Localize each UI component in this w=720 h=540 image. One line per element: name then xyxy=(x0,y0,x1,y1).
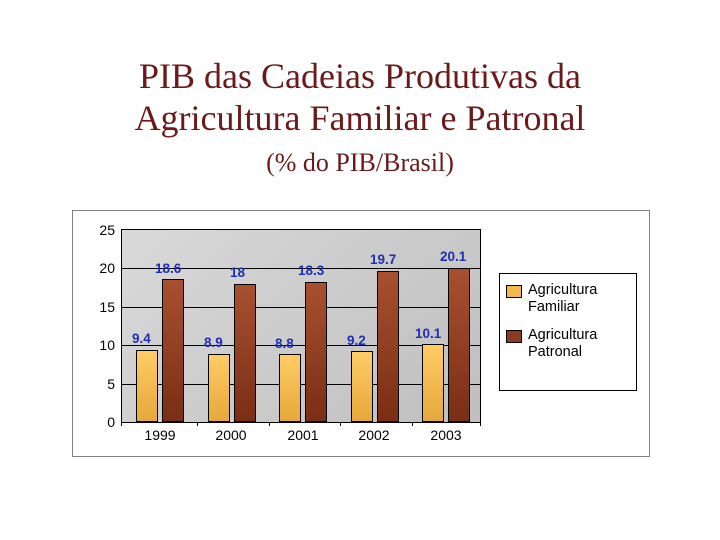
xtickmark xyxy=(340,422,341,426)
xtick-4: 2003 xyxy=(416,427,476,443)
xtick-0: 1999 xyxy=(130,427,190,443)
slide-subtitle: (% do PIB/Brasil) xyxy=(0,148,720,178)
chart-frame: 0 5 10 15 20 25 9.4 18.6 8.9 18 8.8 1 xyxy=(72,210,650,457)
value-label: 18.6 xyxy=(155,261,181,276)
value-label: 20.1 xyxy=(440,249,466,264)
bar-familiar-2000 xyxy=(208,354,230,422)
value-label: 8.9 xyxy=(204,335,223,350)
xtickmark xyxy=(197,422,198,426)
value-label: 9.4 xyxy=(132,331,151,346)
bar-familiar-2001 xyxy=(279,354,301,422)
bar-patronal-2002 xyxy=(377,271,399,422)
ytick-2: 10 xyxy=(75,337,115,353)
bar-patronal-1999 xyxy=(162,279,184,422)
legend-label-patronal: Agricultura Patronal xyxy=(528,327,630,360)
bar-familiar-1999 xyxy=(136,350,158,422)
legend-label-familiar: Agricultura Familiar xyxy=(528,282,630,315)
bar-familiar-2003 xyxy=(422,344,444,422)
xtickmark xyxy=(412,422,413,426)
bar-familiar-2002 xyxy=(351,351,373,422)
plot-area: 9.4 18.6 8.9 18 8.8 18.3 9.2 19.7 10.1 2… xyxy=(121,229,481,423)
xtick-2: 2001 xyxy=(273,427,333,443)
value-label: 10.1 xyxy=(415,326,441,341)
legend: Agricultura Familiar Agricultura Patrona… xyxy=(499,273,637,391)
legend-swatch-patronal xyxy=(506,330,522,343)
ytick-0: 0 xyxy=(75,414,115,430)
value-label: 18.3 xyxy=(298,263,324,278)
value-label: 9.2 xyxy=(347,333,366,348)
legend-swatch-familiar xyxy=(506,285,522,298)
ytick-1: 5 xyxy=(75,376,115,392)
legend-item-patronal: Agricultura Patronal xyxy=(506,327,630,360)
slide-title: PIB das Cadeias Produtivas da Agricultur… xyxy=(0,55,720,140)
value-label: 18 xyxy=(230,265,245,280)
ytick-5: 25 xyxy=(75,222,115,238)
bar-patronal-2003 xyxy=(448,268,470,422)
slide: PIB das Cadeias Produtivas da Agricultur… xyxy=(0,0,720,540)
title-line-1: PIB das Cadeias Produtivas da xyxy=(139,56,581,96)
xtickmark xyxy=(269,422,270,426)
xtickmark xyxy=(480,422,481,426)
xtick-1: 2000 xyxy=(201,427,261,443)
value-label: 19.7 xyxy=(370,252,396,267)
ytick-4: 20 xyxy=(75,260,115,276)
xtickmark xyxy=(121,422,122,426)
bar-patronal-2000 xyxy=(234,284,256,422)
title-line-2: Agricultura Familiar e Patronal xyxy=(135,98,586,138)
xtick-3: 2002 xyxy=(344,427,404,443)
value-label: 8.8 xyxy=(275,336,294,351)
legend-item-familiar: Agricultura Familiar xyxy=(506,282,630,315)
bar-patronal-2001 xyxy=(305,282,327,423)
ytick-3: 15 xyxy=(75,299,115,315)
